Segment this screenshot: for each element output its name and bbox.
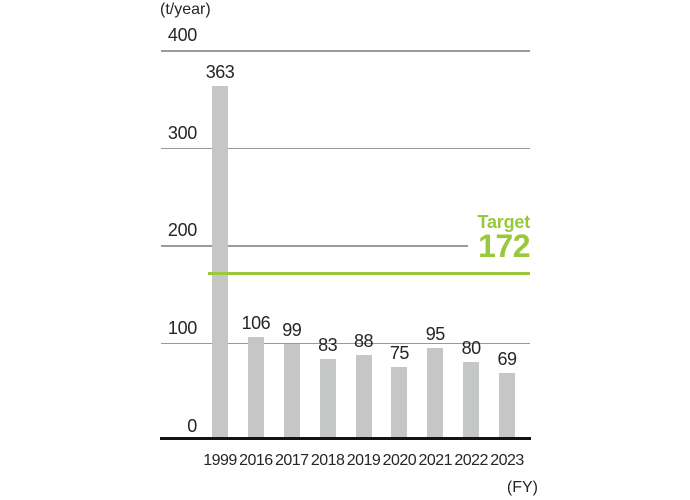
bar-value-label-2021: 95 <box>425 323 446 344</box>
gridline-100 <box>161 342 530 345</box>
bar-value-label-1999: 363 <box>205 62 235 83</box>
gridline-200 <box>161 245 468 247</box>
y-tick-label-0: 0 <box>187 415 197 436</box>
bar-2017 <box>283 343 300 437</box>
bar-2020 <box>391 367 408 437</box>
bar-2021 <box>427 347 444 437</box>
bar-2018 <box>319 359 336 437</box>
target-line <box>208 271 530 275</box>
bar-value-label-2020: 75 <box>389 343 410 364</box>
gridline-300 <box>161 147 530 150</box>
bar-2023 <box>499 373 515 437</box>
bar-value-label-2017: 99 <box>282 319 302 340</box>
x-tick-label-2022: 2022 <box>454 452 488 469</box>
bar-2022 <box>463 362 480 437</box>
x-tick-label-2016: 2016 <box>239 452 273 469</box>
x-tick-label-2021: 2021 <box>418 452 453 469</box>
bar-2019 <box>355 354 372 437</box>
x-axis-baseline <box>160 437 531 440</box>
bar-2016 <box>247 337 264 437</box>
x-tick-label-2023: 2023 <box>490 452 524 469</box>
y-tick-label-300: 300 <box>167 122 197 143</box>
x-tick-label-1999: 1999 <box>203 452 237 469</box>
bar-value-label-2019: 88 <box>353 330 374 351</box>
bar-value-label-2023: 69 <box>497 349 517 370</box>
x-tick-label-2019: 2019 <box>346 452 381 469</box>
y-tick-label-100: 100 <box>167 317 197 338</box>
x-tick-label-2018: 2018 <box>310 452 345 469</box>
x-tick-label-2020: 2020 <box>382 452 417 469</box>
y-axis-unit-label: (t/year) <box>160 1 211 18</box>
x-tick-label-2017: 2017 <box>274 452 309 469</box>
y-tick-label-400: 400 <box>167 25 197 45</box>
bar-1999 <box>212 86 228 437</box>
y-tick-label-200: 200 <box>167 220 197 241</box>
x-axis-unit-label: (FY) <box>506 479 538 496</box>
bar-value-label-2022: 80 <box>461 338 482 359</box>
bar-value-label-2018: 83 <box>318 335 338 356</box>
bar-value-label-2016: 106 <box>241 313 271 334</box>
target-label: Target <box>477 212 531 232</box>
gridline-400 <box>161 50 530 52</box>
target-value: 172 <box>478 228 530 264</box>
